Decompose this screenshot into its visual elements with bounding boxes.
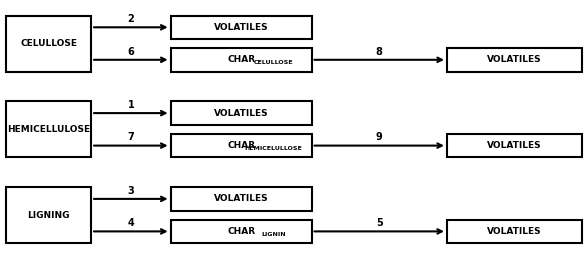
Text: 6: 6 <box>128 47 134 57</box>
Bar <box>447 220 582 243</box>
Text: CELULLOSE: CELULLOSE <box>253 60 293 66</box>
Text: VOLATILES: VOLATILES <box>214 23 268 32</box>
Text: VOLATILES: VOLATILES <box>214 194 268 203</box>
Bar <box>171 220 312 243</box>
Text: CELULLOSE: CELULLOSE <box>20 39 77 48</box>
Text: 1: 1 <box>128 100 134 110</box>
Bar <box>171 48 312 72</box>
Text: 5: 5 <box>376 218 383 228</box>
Bar <box>6 187 91 243</box>
Bar <box>171 187 312 211</box>
Text: 2: 2 <box>128 14 134 24</box>
Bar <box>447 134 582 157</box>
Text: 3: 3 <box>128 186 134 196</box>
Text: 4: 4 <box>128 218 134 228</box>
Bar <box>6 16 91 72</box>
Text: VOLATILES: VOLATILES <box>487 141 542 150</box>
Text: 8: 8 <box>376 47 383 57</box>
Text: 9: 9 <box>376 133 383 142</box>
Text: HEMICELULLOSE: HEMICELULLOSE <box>245 146 302 151</box>
Text: CHAR: CHAR <box>227 227 255 236</box>
Text: LIGNING: LIGNING <box>27 211 70 220</box>
Bar <box>447 48 582 72</box>
Text: VOLATILES: VOLATILES <box>487 227 542 236</box>
Text: CHAR: CHAR <box>227 141 255 150</box>
Bar <box>171 101 312 125</box>
Text: 7: 7 <box>128 133 134 142</box>
Text: CHAR: CHAR <box>227 55 255 64</box>
Bar <box>171 134 312 157</box>
Text: VOLATILES: VOLATILES <box>487 55 542 64</box>
Text: VOLATILES: VOLATILES <box>214 109 268 118</box>
Bar <box>171 16 312 39</box>
Text: LIGNIN: LIGNIN <box>261 232 286 237</box>
Bar <box>6 101 91 157</box>
Text: HEMICELLULOSE: HEMICELLULOSE <box>7 125 90 134</box>
